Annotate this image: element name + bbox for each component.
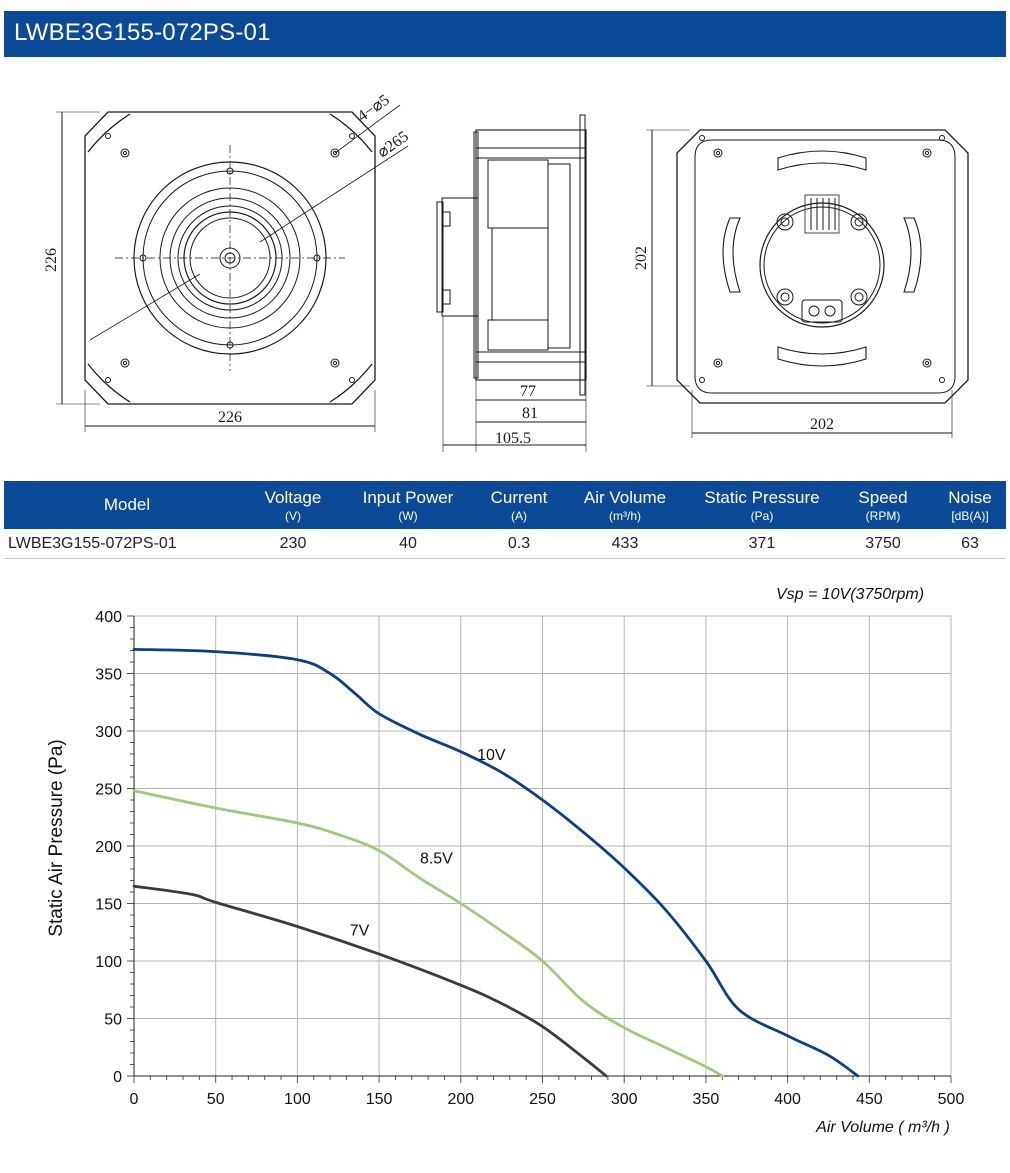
tick-labels: 0 50 100 150 200 250 300 350 400 450 500 0 50 100 150 2… [95,609,964,1108]
cell-voltage: 230 [250,529,336,559]
x-tick-label: 300 [611,1091,638,1108]
front-width-label: 226 [218,409,242,426]
drawing-svg: 226 226 4−⌀5 ⌀265 77 81 105.5 202 202 [43,91,969,452]
front-height-label: 226 [43,248,60,272]
col-air-volume: Air Volume (m³/h) [558,481,692,529]
technical-drawings: 226 226 4−⌀5 ⌀265 77 81 105.5 202 202 [0,60,1010,480]
rear-height-label: 202 [633,246,650,270]
cell-current: 0.3 [480,529,558,559]
series-line-8-5V [132,789,724,1078]
y-tick-label: 50 [104,1012,122,1029]
cell-air-volume: 433 [558,529,692,559]
col-static-pressure: Static Pressure (Pa) [692,481,832,529]
chart-svg: 0 50 100 150 200 250 300 350 400 450 500 0 50 100 150 2… [46,586,964,1136]
spec-table-header: Model Voltage (V) Input Power (W) Current(… [4,481,1006,529]
x-tick-label: 350 [693,1091,720,1108]
x-tick-label: 100 [284,1091,311,1108]
col-speed: Speed (RPM) [832,481,934,529]
col-noise: Noise [dB(A)] [934,481,1006,529]
col-current: Current (A) [480,481,558,529]
x-axis-label: Air Volume ( m³/h ) [815,1119,950,1136]
series-line-10V [132,647,860,1078]
front-view [56,104,409,432]
side-dim-77: 77 [520,383,536,400]
y-tick-label: 200 [95,839,122,856]
side-dim-105: 105.5 [495,430,531,447]
cell-input-power: 40 [336,529,480,559]
cell-noise: 63 [934,529,1006,559]
y-tick-label: 400 [95,609,122,626]
title-bar: LWBE3G155-072PS-01 [4,11,1006,57]
series-label-8-5V: 8.5V [420,850,453,867]
x-tick-label: 450 [856,1091,883,1108]
x-tick-label: 50 [207,1091,225,1108]
y-tick-label: 0 [113,1069,122,1086]
x-tick-label: 0 [130,1091,139,1108]
y-tick-label: 150 [95,897,122,914]
cell-model: LWBE3G155-072PS-01 [4,529,250,559]
spec-table: Model Voltage (V) Input Power (W) Current(… [4,481,1006,559]
series-line-7V [132,884,608,1078]
y-tick-label: 100 [95,954,122,971]
x-tick-label: 500 [938,1091,965,1108]
side-dim-81: 81 [522,405,538,422]
x-tick-label: 150 [366,1091,393,1108]
y-tick-label: 350 [95,667,122,684]
page-title: LWBE3G155-072PS-01 [14,19,271,46]
x-tick-label: 250 [529,1091,556,1108]
cell-speed: 3750 [832,529,934,559]
table-row: LWBE3G155-072PS-01 230 40 0.3 433 371 37… [4,529,1006,559]
side-view [436,114,587,452]
y-axis-label: Static Air Pressure (Pa) [46,739,67,936]
rear-width-label: 202 [810,416,834,433]
performance-chart: 0 50 100 150 200 250 300 350 400 450 500 0 50 100 150 2… [0,568,1010,1168]
series-label-10V: 10V [477,747,506,764]
series [132,647,860,1078]
series-label-7V: 7V [350,923,370,940]
chart-annotation: Vsp = 10V(3750rpm) [776,586,924,603]
holes-label: 4−⌀5 [355,91,393,125]
y-tick-label: 250 [95,782,122,799]
col-voltage: Voltage (V) [250,481,336,529]
x-tick-label: 200 [447,1091,474,1108]
col-model: Model [4,481,250,529]
rear-view [646,129,969,438]
ticks [127,615,952,1083]
y-tick-label: 300 [95,724,122,741]
col-input-power: Input Power (W) [336,481,480,529]
grid [134,615,952,1076]
x-tick-label: 400 [774,1091,801,1108]
cell-static-pressure: 371 [692,529,832,559]
diameter-label: ⌀265 [375,128,412,161]
